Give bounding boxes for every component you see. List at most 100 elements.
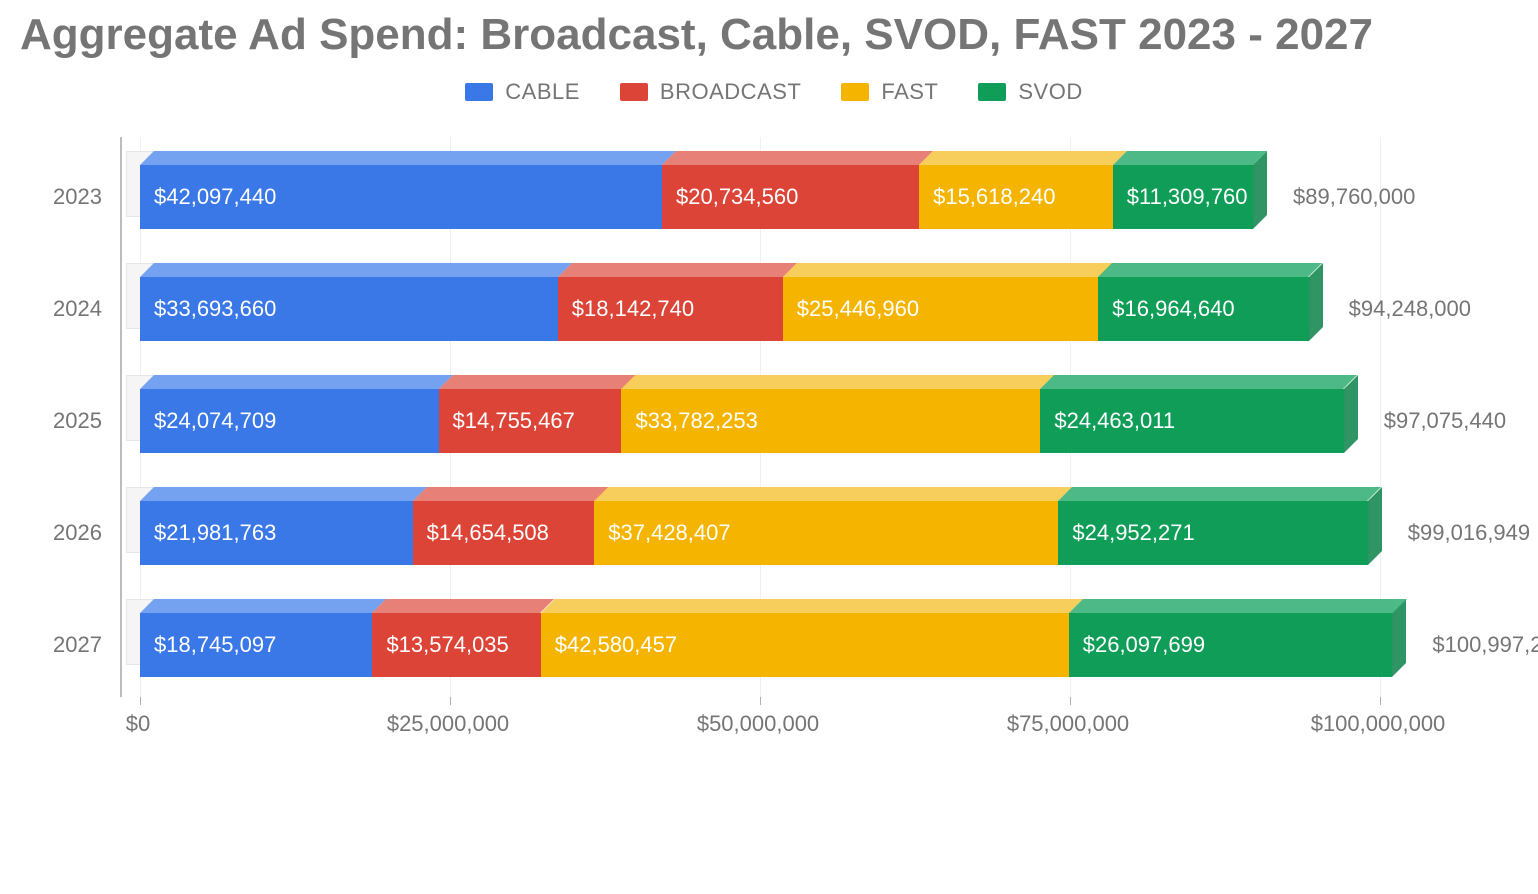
bar-segment-svod: $24,463,011 [1040, 389, 1343, 453]
bar-segments: $21,981,763 $14,654,508 $37,428,407 $24,952… [140, 501, 1368, 565]
bar-segment-value: $37,428,407 [608, 520, 730, 546]
legend-swatch-broadcast [620, 83, 648, 101]
row-total-label: $99,016,949 [1408, 520, 1530, 546]
bar-segment-value: $20,734,560 [676, 184, 798, 210]
legend-swatch-fast [841, 83, 869, 101]
row-total-label: $94,248,000 [1349, 296, 1471, 322]
bar-segment-topface [1040, 375, 1357, 389]
bar-segment-value: $33,693,660 [154, 296, 276, 322]
x-tick [1070, 697, 1071, 705]
x-tick [760, 697, 761, 705]
legend: CABLE BROADCAST FAST SVOD [20, 79, 1528, 105]
chart-area: 2023$42,097,440$20,734,560$15,618,240$11… [120, 137, 1460, 737]
bar-segment-value: $14,755,467 [453, 408, 575, 434]
bar-segment-fast: $15,618,240 [919, 165, 1113, 229]
legend-item-svod: SVOD [978, 79, 1082, 105]
bar-segment-cable: $21,981,763 [140, 501, 413, 565]
y-axis-label: 2026 [32, 520, 102, 546]
bar-segments: $42,097,440 $20,734,560 $15,618,240 $11,309… [140, 165, 1253, 229]
bar-segment-fast: $37,428,407 [594, 501, 1058, 565]
x-axis-labels: $0 $25,000,000 $50,000,000 $75,000,000 $100,… [120, 711, 1460, 751]
legend-swatch-cable [465, 83, 493, 101]
bar-segment-topface [783, 263, 1113, 277]
bar-segment-value: $25,446,960 [797, 296, 919, 322]
y-axis-label: 2027 [32, 632, 102, 658]
bar-segment-broadcast: $20,734,560 [662, 165, 919, 229]
chart-container: Aggregate Ad Spend: Broadcast, Cable, SV… [0, 0, 1538, 767]
bar-segment-fast: $25,446,960 [783, 277, 1099, 341]
x-axis-label: $100,000,000 [1311, 711, 1446, 737]
bar-segment-topface [1098, 263, 1322, 277]
bar-segment-cable: $24,074,709 [140, 389, 439, 453]
bar-segment-value: $26,097,699 [1083, 632, 1205, 658]
bar-segment-broadcast: $18,142,740 [558, 277, 783, 341]
bar-segment-topface [372, 599, 554, 613]
bar-segment-topface [140, 263, 572, 277]
bar-segment-topface [1058, 487, 1381, 501]
bar-segments: $18,745,097 $13,574,035 $42,580,457 $26,097… [140, 613, 1392, 677]
x-tick [450, 697, 451, 705]
x-axis-label: $50,000,000 [697, 711, 819, 737]
bar-segment-value: $16,964,640 [1112, 296, 1234, 322]
legend-label-svod: SVOD [1018, 79, 1082, 105]
bar-segment-value: $14,654,508 [427, 520, 549, 546]
bar-segment-value: $42,097,440 [154, 184, 276, 210]
bar-segment-value: $33,782,253 [635, 408, 757, 434]
x-axis-label: $75,000,000 [1007, 711, 1129, 737]
bar-segments: $24,074,709 $14,755,467 $33,782,253 $24,463… [140, 389, 1344, 453]
bar-segments: $33,693,660 $18,142,740 $25,446,960 $16,964… [140, 277, 1309, 341]
legend-label-broadcast: BROADCAST [660, 79, 801, 105]
y-axis-label: 2025 [32, 408, 102, 434]
x-axis-label: $25,000,000 [387, 711, 509, 737]
legend-label-fast: FAST [881, 79, 938, 105]
bar-segment-topface [662, 151, 933, 165]
bar-segment-topface [1113, 151, 1267, 165]
bar-segment-cable: $33,693,660 [140, 277, 558, 341]
legend-item-fast: FAST [841, 79, 938, 105]
bar-segment-value: $15,618,240 [933, 184, 1055, 210]
row-total-label: $89,760,000 [1293, 184, 1415, 210]
bar-segment-topface [558, 263, 797, 277]
bar-segment-broadcast: $14,755,467 [439, 389, 622, 453]
legend-item-cable: CABLE [465, 79, 580, 105]
bar-segment-topface [541, 599, 1083, 613]
bar-segment-fast: $42,580,457 [541, 613, 1069, 677]
bar-segment-fast: $33,782,253 [621, 389, 1040, 453]
bar-segment-topface [919, 151, 1127, 165]
bar-segment-topface [1069, 599, 1407, 613]
bar-segment-value: $24,074,709 [154, 408, 276, 434]
bar-segment-topface [140, 487, 427, 501]
bar-segment-topface [413, 487, 609, 501]
bar-segment-topface [140, 151, 676, 165]
bar-segment-value: $24,463,011 [1054, 408, 1175, 434]
bar-segment-value: $24,952,271 [1072, 520, 1194, 546]
bar-segment-value: $42,580,457 [555, 632, 677, 658]
y-axis-label: 2023 [32, 184, 102, 210]
row-total-label: $100,997,288 [1432, 632, 1538, 658]
chart-title: Aggregate Ad Spend: Broadcast, Cable, SV… [20, 10, 1480, 61]
bar-segment-topface [594, 487, 1072, 501]
bar-segment-value: $21,981,763 [154, 520, 276, 546]
x-tick [1380, 697, 1381, 705]
bar-segment-svod: $26,097,699 [1069, 613, 1393, 677]
bar-segment-value: $11,309,760 [1127, 184, 1248, 210]
bar-segment-cable: $18,745,097 [140, 613, 372, 677]
row-total-label: $97,075,440 [1384, 408, 1506, 434]
legend-item-broadcast: BROADCAST [620, 79, 801, 105]
bar-segment-broadcast: $14,654,508 [413, 501, 595, 565]
bar-segment-value: $18,745,097 [154, 632, 276, 658]
x-axis-label: $0 [126, 711, 150, 737]
plot-area: 2023$42,097,440$20,734,560$15,618,240$11… [120, 137, 1462, 697]
bar-segment-svod: $24,952,271 [1058, 501, 1367, 565]
bar-segment-cable: $42,097,440 [140, 165, 662, 229]
bar-segment-value: $13,574,035 [386, 632, 508, 658]
bar-segment-topface [140, 375, 453, 389]
bar-segment-svod: $16,964,640 [1098, 277, 1308, 341]
bar-segment-broadcast: $13,574,035 [372, 613, 540, 677]
legend-swatch-svod [978, 83, 1006, 101]
bar-segment-topface [621, 375, 1054, 389]
legend-label-cable: CABLE [505, 79, 580, 105]
bar-segment-topface [439, 375, 636, 389]
y-axis-label: 2024 [32, 296, 102, 322]
bar-segment-value: $18,142,740 [572, 296, 694, 322]
